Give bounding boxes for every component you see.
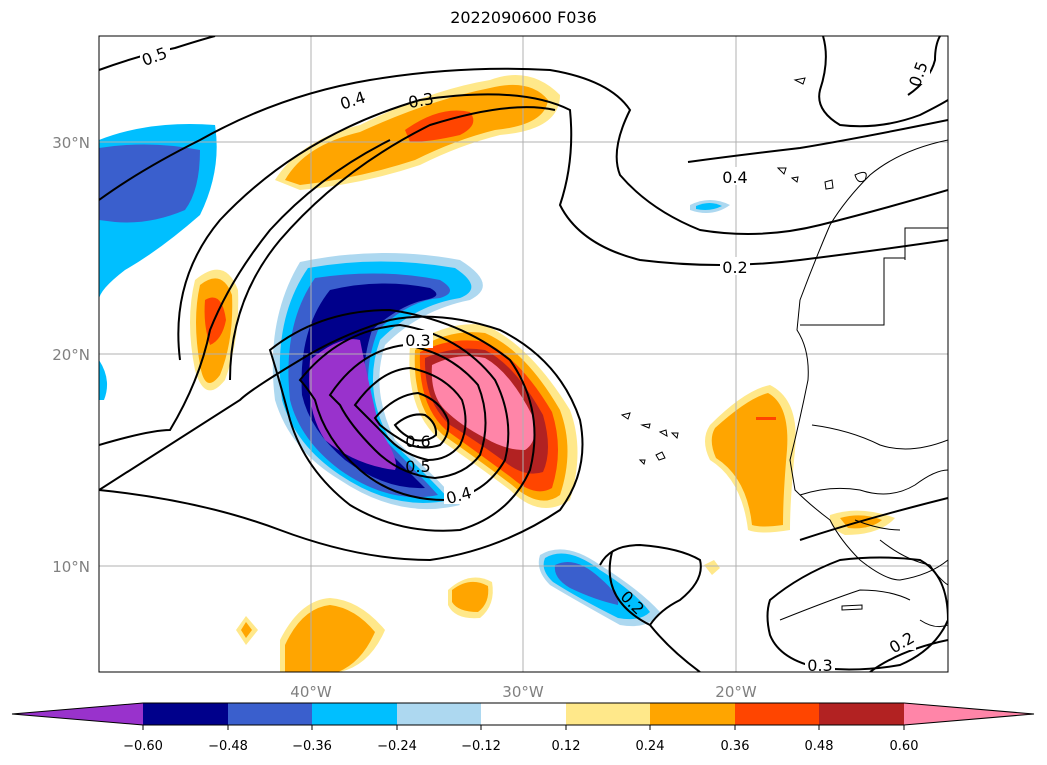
colorbar-tick-label: −0.36 (292, 739, 332, 754)
colorbar-tick-label: −0.48 (208, 739, 248, 754)
contour-label: 0.6 (405, 432, 430, 451)
contour-label: 0.3 (405, 331, 430, 350)
lat-tick-label: 30°N (52, 134, 90, 152)
colorbar-segment (481, 703, 566, 725)
contour-label: 0.4 (722, 168, 747, 187)
colorbar-segment (143, 703, 228, 725)
lat-tick-label: 20°N (52, 346, 90, 364)
lat-tick-label: 10°N (52, 558, 90, 576)
colorbar-segment (819, 703, 904, 725)
colorbar-tick-label: 0.36 (721, 739, 750, 754)
contour-lines (99, 36, 948, 672)
colorbar-tick-label: 0.24 (636, 739, 665, 754)
colorbar-extend-high (904, 703, 1034, 725)
lon-tick-label: 40°W (290, 683, 332, 701)
colorbar-tick-label: −0.12 (461, 739, 501, 754)
axis-labels: 30°N 20°N 10°N 40°W 30°W 20°W (52, 134, 757, 701)
colorbar-tick-label: 0.12 (552, 739, 581, 754)
coastlines (620, 77, 948, 628)
colorbar-tick-label: −0.60 (123, 739, 163, 754)
colorbar-segment (650, 703, 735, 725)
colorbar-tick-label: −0.24 (377, 739, 417, 754)
colorbar-segment (566, 703, 650, 725)
map-frame (98, 35, 949, 673)
lon-tick-label: 20°W (715, 683, 757, 701)
colorbar: −0.60 −0.48 −0.36 −0.24 −0.12 0.12 0.24 … (11, 702, 1035, 754)
colorbar-segment (735, 703, 819, 725)
contour-label: 0.5 (405, 457, 430, 476)
gridlines (99, 36, 948, 672)
contour-label: 0.3 (807, 656, 832, 675)
contour-labels: 0.5 0.4 0.3 0.5 0.4 0.2 0.3 0.6 0.5 0.4 … (139, 43, 931, 675)
lon-tick-label: 30°W (502, 683, 544, 701)
contour-label: 0.2 (722, 258, 747, 277)
contour-label: 0.3 (407, 89, 435, 112)
shaded-field (99, 75, 895, 672)
colorbar-segment (312, 703, 397, 725)
colorbar-tick-label: 0.48 (805, 739, 834, 754)
colorbar-tick-label: 0.60 (890, 739, 919, 754)
colorbar-extend-low (12, 703, 143, 725)
colorbar-segment (397, 703, 481, 725)
colorbar-segment (228, 703, 312, 725)
map-title: 2022090600 F036 (450, 8, 597, 27)
